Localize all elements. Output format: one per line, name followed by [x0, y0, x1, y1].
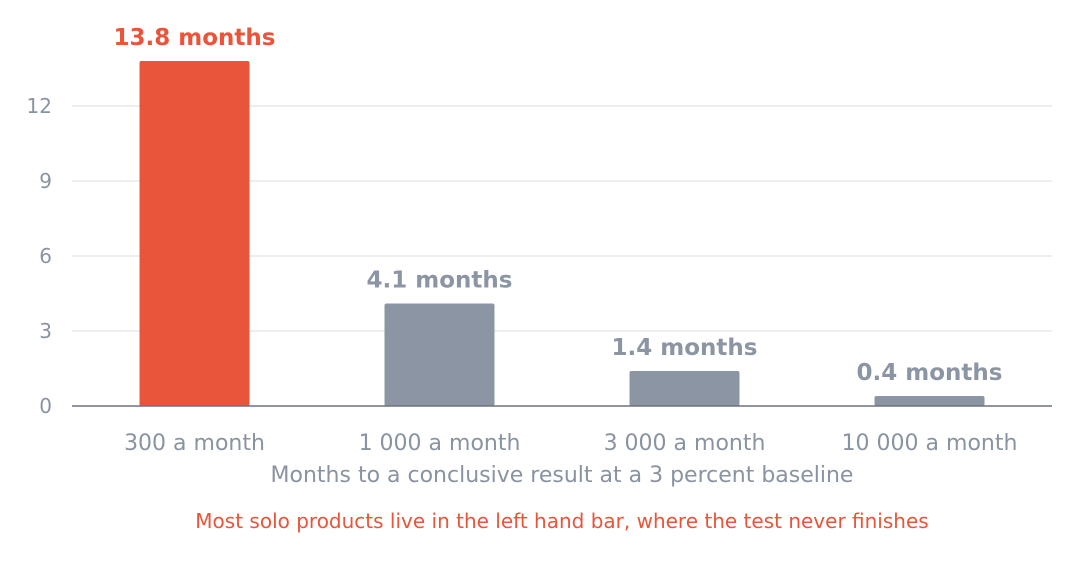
- bars: [139, 61, 985, 406]
- y-tick-label: 6: [39, 244, 52, 268]
- y-tick-label: 0: [39, 394, 52, 418]
- category-label: 3 000 a month: [604, 431, 766, 456]
- category-label: 1 000 a month: [359, 431, 521, 456]
- y-tick-label: 3: [39, 319, 52, 343]
- category-labels: 300 a month 1 000 a month 3 000 a month 10 …: [124, 431, 1017, 456]
- data-label: 1.4 months: [612, 335, 758, 361]
- bar: [629, 371, 740, 406]
- category-label: 300 a month: [124, 431, 265, 456]
- category-label: 10 000 a month: [842, 431, 1018, 456]
- y-tick-label: 9: [39, 169, 52, 193]
- bar: [384, 303, 495, 406]
- data-label: 13.8 months: [114, 25, 276, 51]
- bar: [874, 396, 985, 406]
- x-axis-title: Months to a conclusive result at a 3 per…: [271, 463, 854, 488]
- data-label: 4.1 months: [367, 268, 513, 294]
- data-label: 0.4 months: [857, 360, 1003, 386]
- chart-annotation: Most solo products live in the left hand…: [195, 509, 928, 533]
- data-labels: 13.8 months 4.1 months 1.4 months 0.4 month…: [114, 25, 1003, 386]
- y-axis-ticks: 0 3 6 9 12: [27, 94, 52, 418]
- y-tick-label: 12: [27, 94, 52, 118]
- bar: [139, 61, 250, 406]
